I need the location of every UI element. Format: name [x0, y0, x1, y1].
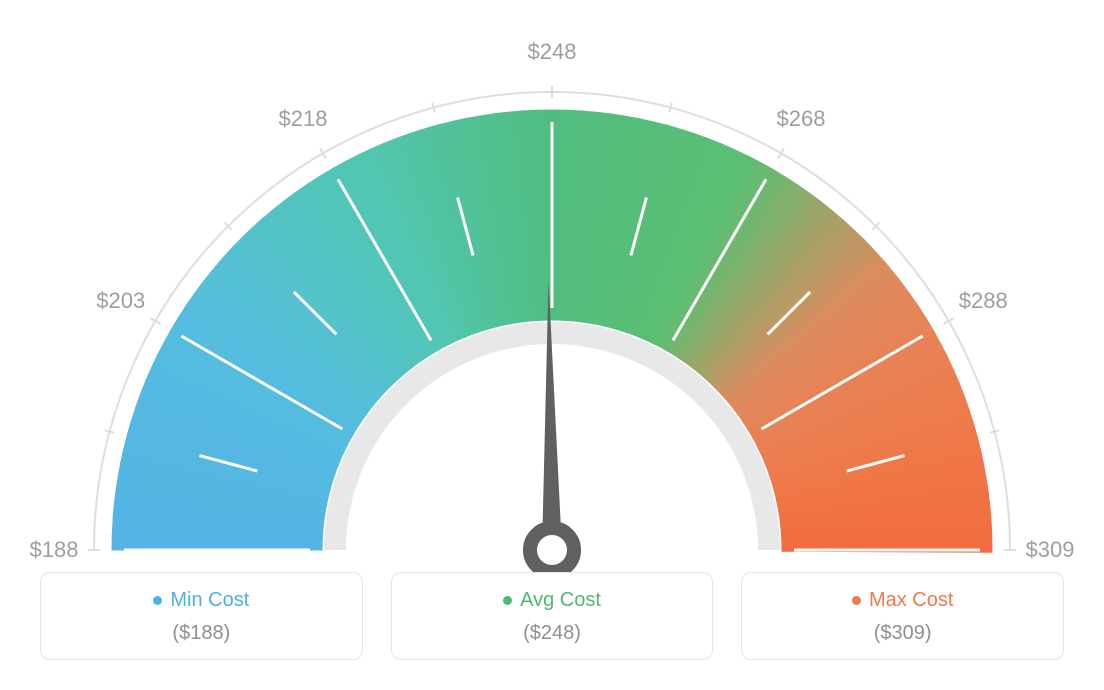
legend-dot-max: [852, 596, 861, 605]
gauge-tick-label: $309: [1026, 537, 1075, 563]
gauge-svg: [32, 30, 1072, 610]
gauge-chart: $188 $203 $218 $248 $268 $288 $309: [0, 0, 1104, 560]
gauge-tick-label: $203: [96, 288, 145, 314]
legend-title-min: Min Cost: [153, 589, 249, 612]
gauge-tick-label: $268: [777, 106, 826, 132]
legend-label-avg: Avg Cost: [520, 589, 601, 612]
legend-value-max: ($309): [752, 622, 1053, 645]
gauge-tick-label: $218: [279, 106, 328, 132]
legend-dot-min: [153, 596, 162, 605]
legend-card-min: Min Cost ($188): [40, 572, 363, 660]
legend-title-avg: Avg Cost: [503, 589, 601, 612]
legend-card-max: Max Cost ($309): [741, 572, 1064, 660]
legend-card-avg: Avg Cost ($248): [391, 572, 714, 660]
legend-value-min: ($188): [51, 622, 352, 645]
gauge-tick-label: $248: [528, 39, 577, 65]
legend-value-avg: ($248): [402, 622, 703, 645]
legend-title-max: Max Cost: [852, 589, 953, 612]
gauge-tick-label: $188: [30, 537, 79, 563]
legend-label-max: Max Cost: [869, 589, 953, 612]
gauge-tick-label: $288: [959, 288, 1008, 314]
legend-label-min: Min Cost: [170, 589, 249, 612]
legend-row: Min Cost ($188) Avg Cost ($248) Max Cost…: [40, 572, 1064, 660]
legend-dot-avg: [503, 596, 512, 605]
